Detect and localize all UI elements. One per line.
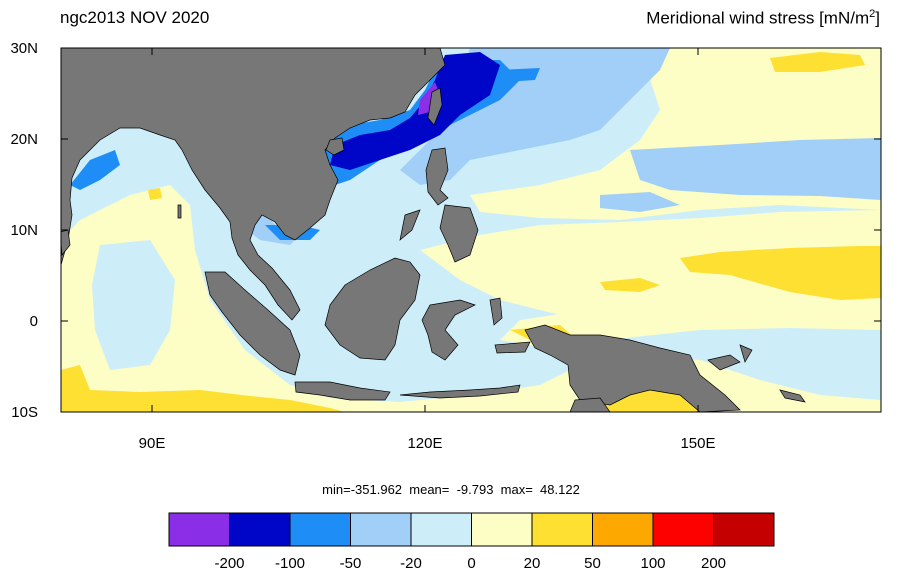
band-below-minus200 (418, 82, 440, 115)
unit-superscript: 2 (869, 8, 876, 20)
map-title: ngc2013 NOV 2020 (60, 8, 210, 27)
colorbar-label: -100 (275, 555, 305, 572)
colorbar-swatch (410, 512, 472, 547)
colorbar-label: -50 (340, 555, 362, 572)
land-asia-mainland (61, 48, 446, 321)
land-sumatra (204, 271, 301, 376)
colorbar-swatch (531, 512, 593, 547)
lat-label-30n: 30N (10, 40, 38, 57)
colorbar-label: 20 (524, 555, 541, 572)
colorbar-label: 0 (467, 555, 475, 572)
variable-title-text: Meridional wind stress [mN/m (646, 8, 870, 28)
band-minus100-to-minus50 (330, 52, 500, 170)
colorbar: -200 -100 -50 -20 0 20 50 100 200 (168, 512, 775, 572)
lon-label-120e: 120E (407, 435, 442, 452)
colorbar-label: 100 (640, 555, 665, 572)
colorbar-label: -200 (214, 555, 244, 572)
land-solomons (779, 389, 806, 403)
colorbar-swatch (168, 512, 230, 547)
land-new-ireland (739, 344, 753, 363)
land-hainan (325, 137, 345, 156)
variable-title-end: ] (875, 8, 880, 28)
land-sulawesi (421, 299, 476, 361)
colorbar-swatch (289, 512, 351, 547)
statistics-line: min=-351.962 mean= -9.793 max= 48.122 (322, 482, 580, 497)
land-mindanao (439, 204, 479, 263)
colorbar-label: 200 (701, 555, 726, 572)
tick-marks (61, 47, 881, 413)
lon-label-150e: 150E (680, 435, 715, 452)
land-taiwan (427, 87, 443, 126)
map-plot-area (61, 48, 881, 412)
colorbar-label: 50 (584, 555, 601, 572)
colorbar-swatch (471, 512, 533, 547)
colorbar-swatch (713, 512, 775, 547)
land-new-guinea (524, 324, 741, 412)
variable-title: Meridional wind stress [mN/m2] (646, 8, 880, 29)
land-halmahera (489, 297, 503, 326)
lon-label-90e: 90E (139, 435, 166, 452)
land-borneo (324, 257, 421, 361)
land-luzon (425, 147, 449, 206)
land-palawan (399, 209, 421, 241)
land-java (294, 381, 391, 401)
lat-label-10n: 10N (10, 222, 38, 239)
land-lesser-sunda (399, 384, 521, 399)
land-australia-north (569, 397, 611, 412)
colorbar-label: -20 (400, 555, 422, 572)
colorbar-swatch (229, 512, 291, 547)
colorbar-swatch (592, 512, 654, 547)
colorbar-swatch (652, 512, 714, 547)
land-andaman (177, 204, 182, 219)
land-seram (494, 341, 531, 354)
land-new-britain (707, 354, 741, 371)
colorbar-swatch (350, 512, 412, 547)
lat-label-0: 0 (30, 313, 38, 330)
lat-label-20n: 20N (10, 131, 38, 148)
land-masses (61, 48, 806, 412)
lat-label-10s: 10S (11, 404, 38, 421)
